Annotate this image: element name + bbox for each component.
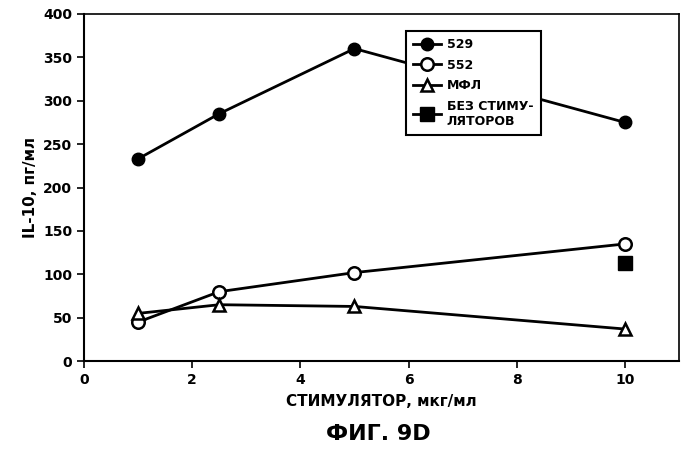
Y-axis label: IL-10, пг/мл: IL-10, пг/мл (22, 137, 38, 238)
Text: ФИГ. 9D: ФИГ. 9D (326, 425, 430, 444)
Legend: 529, 552, МФЛ, БЕЗ СТИМУ-
ЛЯТОРОВ: 529, 552, МФЛ, БЕЗ СТИМУ- ЛЯТОРОВ (405, 31, 541, 135)
X-axis label: СТИМУЛЯТОР, мкг/мл: СТИМУЛЯТОР, мкг/мл (286, 394, 477, 409)
